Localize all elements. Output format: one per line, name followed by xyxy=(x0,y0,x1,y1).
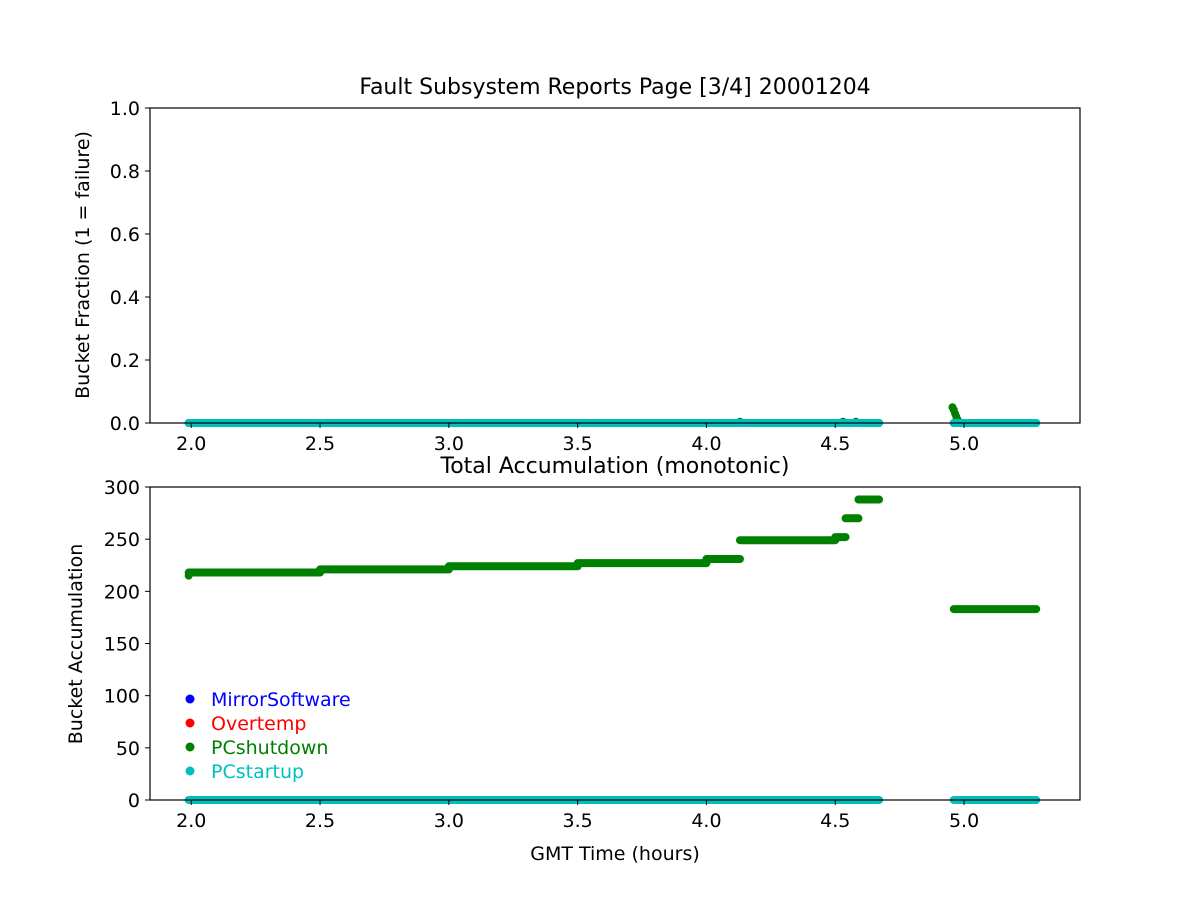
fraction-y-tick-label: 0.2 xyxy=(110,350,140,372)
fraction-y-tick-label: 0.6 xyxy=(110,224,140,246)
accumulation-y-ticks: 0 50 100 150 200 250 300 xyxy=(104,477,150,812)
fraction-y-tick-label: 0.0 xyxy=(110,413,140,435)
fraction-panel: Fault Subsystem Reports Page [3/4] 20001… xyxy=(72,75,1081,455)
legend-label-overtemp: Overtemp xyxy=(211,713,306,735)
legend-label-mirrorsoftware: MirrorSoftware xyxy=(211,689,351,711)
legend: MirrorSoftwareOvertempPCshutdownPCstartu… xyxy=(185,689,351,783)
accumulation-y-tick-label: 250 xyxy=(104,529,140,551)
accumulation-x-tick-label: 3.0 xyxy=(434,810,464,832)
accumulation-y-tick-label: 150 xyxy=(104,634,140,656)
fraction-y-tick-label: 1.0 xyxy=(110,98,140,120)
accumulation-y-tick-label: 100 xyxy=(104,686,140,708)
fraction-axes-frame xyxy=(149,107,1081,424)
accumulation-x-tick-label: 2.5 xyxy=(305,810,335,832)
accumulation-title: Total Accumulation (monotonic) xyxy=(440,454,790,479)
fraction-y-tick-label: 0.8 xyxy=(110,161,140,183)
fraction-x-tick-label: 2.0 xyxy=(176,433,206,455)
accumulation-panel: Total Accumulation (monotonic) 2.0 2.5 3.0… xyxy=(65,454,1081,865)
fraction-x-tick-label: 2.5 xyxy=(305,433,335,455)
fraction-x-tick-label: 5.0 xyxy=(949,433,979,455)
accumulation-y-tick-label: 0 xyxy=(128,790,140,812)
figure-title: Fault Subsystem Reports Page [3/4] 20001… xyxy=(359,75,870,100)
accumulation-y-tick-label: 50 xyxy=(116,738,140,760)
fraction-x-tick-label: 4.0 xyxy=(691,433,721,455)
fraction-y-tick-label: 0.4 xyxy=(110,287,140,309)
accumulation-y-tick-label: 300 xyxy=(104,477,140,499)
accumulation-x-tick-label: 3.5 xyxy=(563,810,593,832)
accumulation-plot-area xyxy=(150,487,1080,800)
legend-marker-overtemp xyxy=(185,718,195,728)
accumulation-x-ticks: 2.0 2.5 3.0 3.5 4.0 4.5 5.0 xyxy=(176,800,979,832)
accumulation-x-tick-label: 4.5 xyxy=(820,810,850,832)
fraction-plot-area xyxy=(150,108,1080,423)
accumulation-pcshutdown-point xyxy=(184,571,193,580)
legend-label-pcshutdown: PCshutdown xyxy=(211,737,328,759)
accumulation-x-tick-label: 2.0 xyxy=(176,810,206,832)
accumulation-y-tick-label: 200 xyxy=(104,581,140,603)
legend-marker-pcshutdown xyxy=(185,742,195,752)
accumulation-x-tick-label: 4.0 xyxy=(691,810,721,832)
legend-marker-pcstartup xyxy=(185,766,195,776)
accumulation-x-tick-label: 5.0 xyxy=(949,810,979,832)
fraction-y-ticks: 0.0 0.2 0.4 0.6 0.8 1.0 xyxy=(110,98,150,435)
fraction-x-ticks: 2.0 2.5 3.0 3.5 4.0 4.5 5.0 xyxy=(176,423,979,455)
fraction-x-tick-label: 4.5 xyxy=(820,433,850,455)
legend-marker-mirrorsoftware xyxy=(185,694,195,704)
legend-label-pcstartup: PCstartup xyxy=(211,761,304,783)
fraction-x-tick-label: 3.5 xyxy=(563,433,593,455)
fraction-y-axis-label: Bucket Fraction (1 = failure) xyxy=(72,131,94,399)
x-axis-label: GMT Time (hours) xyxy=(530,843,700,865)
fraction-x-tick-label: 3.0 xyxy=(434,433,464,455)
accumulation-y-axis-label: Bucket Accumulation xyxy=(65,544,87,745)
